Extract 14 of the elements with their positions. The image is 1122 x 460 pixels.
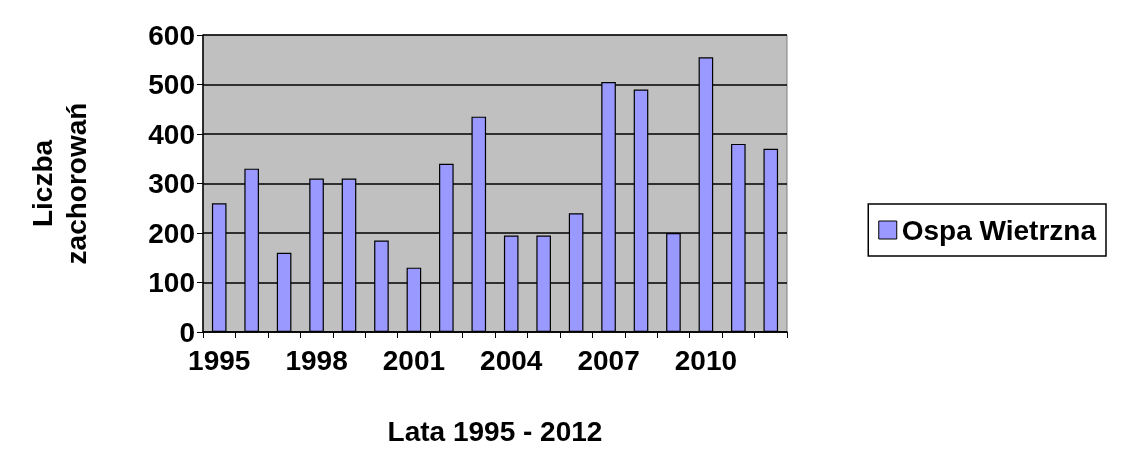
x-tick-label: 2001 <box>382 344 446 376</box>
x-tick-label: 2010 <box>674 344 738 376</box>
y-tick-label: 600 <box>148 19 195 51</box>
y-tick-label: 100 <box>148 267 195 298</box>
x-tick-label: 2004 <box>480 344 543 376</box>
y-tick-label: 300 <box>148 168 195 199</box>
y-tick-label: 500 <box>148 69 195 100</box>
y-tick-label: 400 <box>148 118 195 150</box>
x-tick-label: 2007 <box>577 344 640 376</box>
x-tick-label: 1998 <box>285 344 348 376</box>
y-axis-title: Liczba zachorowań <box>26 102 92 265</box>
legend-label: Ospa Wietrzna <box>901 214 1097 246</box>
y-tick-label: 200 <box>148 217 195 249</box>
x-axis-title: Lata 1995 - 2012 <box>387 415 603 447</box>
